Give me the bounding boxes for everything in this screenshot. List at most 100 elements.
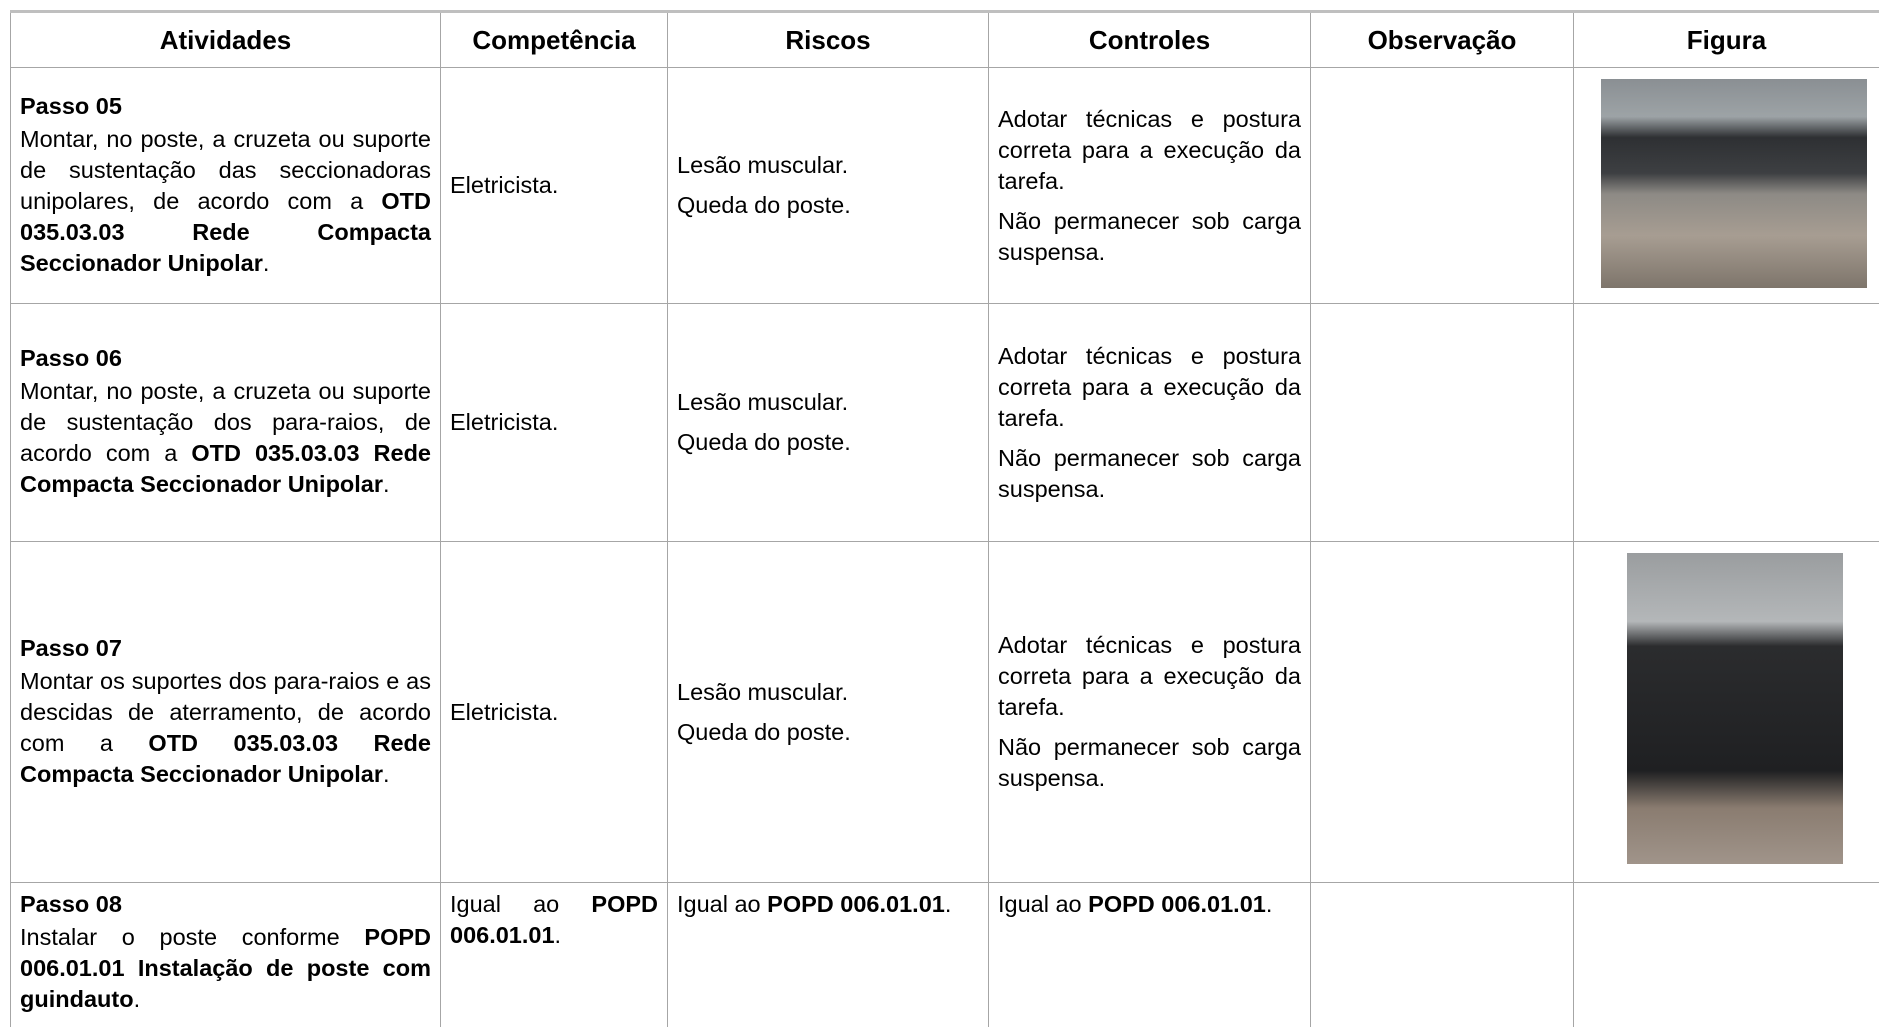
text: . [944, 891, 952, 917]
text: Igual ao [998, 891, 1089, 917]
table-cell: Lesão muscular. Queda do poste. [667, 67, 989, 304]
procedure-table: Atividades Competência Riscos Controles Obse… [10, 10, 1879, 1027]
text: Adotar técnicas e postura correta para a… [998, 632, 1301, 720]
text: . [383, 471, 390, 497]
text: . [383, 760, 390, 787]
table-cell [1310, 882, 1574, 1027]
header-row: Atividades Competência Riscos Controles Obse… [10, 10, 1879, 68]
bold-text: OTD 035.03.03 Rede Compacta Seccionador … [20, 440, 431, 497]
column-header: Riscos [667, 10, 989, 68]
paragraph: Passo 06 [20, 343, 431, 374]
bold-text: Passo 05 [20, 92, 122, 119]
text: Montar, no poste, a cruzeta ou suporte d… [20, 378, 431, 466]
paragraph: Montar, no poste, a cruzeta ou suporte d… [20, 376, 431, 500]
text: Adotar técnicas e postura correta para a… [998, 342, 1301, 431]
text: Lesão muscular. [677, 389, 849, 415]
figure-photo [1627, 553, 1843, 864]
bold-text: POPD 006.01.01 [767, 891, 945, 917]
text: Montar, no poste, a cruzeta ou suporte d… [20, 125, 431, 214]
bold-text: OTD 035.03.03 Rede Compacta Seccionador … [20, 729, 431, 787]
table-cell: Igual ao POPD 006.01.01. [440, 882, 668, 1027]
table-cell: Adotar técnicas e postura correta para a… [988, 303, 1311, 542]
text: . [554, 922, 562, 948]
table-cell: Igual ao POPD 006.01.01. [988, 882, 1311, 1027]
figure-photo [1601, 79, 1867, 288]
column-header: Atividades [10, 10, 441, 68]
table-cell: Passo 06 Montar, no poste, a cruzeta ou s… [10, 303, 441, 542]
text: Instalar o poste conforme [20, 924, 365, 950]
text: Eletricista. [450, 698, 559, 725]
paragraph: Lesão muscular. [677, 387, 979, 418]
text: Lesão muscular. [677, 678, 849, 705]
table-cell: Eletricista. [440, 303, 668, 542]
text: . [133, 986, 141, 1012]
paragraph: Igual ao POPD 006.01.01. [998, 889, 1301, 920]
text: . [262, 249, 270, 276]
paragraph: Adotar técnicas e postura correta para a… [998, 341, 1301, 434]
column-header: Controles [988, 10, 1311, 68]
bold-text: POPD 006.01.01 Instalação de poste com g… [20, 924, 431, 1012]
text: Não permanecer sob carga suspensa. [998, 207, 1301, 265]
table-cell: Lesão muscular. Queda do poste. [667, 541, 989, 883]
paragraph: Igual ao POPD 006.01.01. [677, 889, 979, 920]
table-cell [1310, 67, 1574, 304]
text: Adotar técnicas e postura correta para a… [998, 105, 1301, 194]
paragraph: Passo 08 [20, 889, 431, 920]
text: . [1265, 891, 1273, 917]
text: Não permanecer sob carga suspensa. [998, 734, 1301, 791]
bold-text: POPD 006.01.01 [1088, 891, 1266, 917]
text: Eletricista. [450, 409, 559, 435]
paragraph: Instalar o poste conforme POPD 006.01.01… [20, 922, 431, 1015]
text: Queda do poste. [677, 429, 851, 455]
text: Eletricista. [450, 172, 559, 198]
table-cell: Lesão muscular. Queda do poste. [667, 303, 989, 542]
bold-text: Passo 07 [20, 634, 122, 661]
table-cell: Adotar técnicas e postura correta para a… [988, 541, 1311, 883]
column-header: Figura [1573, 10, 1879, 68]
paragraph: Não permanecer sob carga suspensa. [998, 443, 1301, 505]
table-cell [1310, 541, 1574, 883]
table-row: Passo 08 Instalar o poste conforme POPD 0… [10, 882, 1879, 1027]
table-cell: Eletricista. [440, 541, 668, 883]
paragraph: Montar os suportes dos para-raios e as d… [20, 666, 431, 790]
paragraph: Montar, no poste, a cruzeta ou suporte d… [20, 124, 431, 279]
text: Igual ao [677, 891, 768, 917]
table-body: Passo 05 Montar, no poste, a cruzeta ou s… [10, 67, 1879, 1027]
table-cell: Passo 05 Montar, no poste, a cruzeta ou s… [10, 67, 441, 304]
table-cell: Passo 07 Montar os suportes dos para-raio… [10, 541, 441, 883]
paragraph: Adotar técnicas e postura correta para a… [998, 104, 1301, 197]
paragraph: Passo 05 [20, 91, 431, 122]
text: Lesão muscular. [677, 152, 849, 178]
paragraph: Adotar técnicas e postura correta para a… [998, 630, 1301, 723]
paragraph: Passo 07 [20, 633, 431, 664]
text: Igual ao [450, 891, 592, 917]
paragraph: Igual ao POPD 006.01.01. [450, 889, 658, 951]
bold-text: Passo 08 [20, 891, 122, 917]
paragraph: Eletricista. [450, 407, 658, 438]
table-cell: Igual ao POPD 006.01.01. [667, 882, 989, 1027]
table-row: Passo 07 Montar os suportes dos para-raio… [10, 541, 1879, 883]
column-header: Competência [440, 10, 668, 68]
table-row: Passo 06 Montar, no poste, a cruzeta ou s… [10, 303, 1879, 542]
table-cell: Adotar técnicas e postura correta para a… [988, 67, 1311, 304]
paragraph: Queda do poste. [677, 717, 979, 748]
paragraph: Não permanecer sob carga suspensa. [998, 206, 1301, 268]
paragraph: Não permanecer sob carga suspensa. [998, 732, 1301, 794]
paragraph: Lesão muscular. [677, 677, 979, 708]
bold-text: POPD 006.01.01 [450, 891, 658, 948]
table-cell [1573, 303, 1879, 542]
text: Montar os suportes dos para-raios e as d… [20, 667, 431, 756]
column-header: Observação [1310, 10, 1574, 68]
text: Queda do poste. [677, 192, 851, 218]
text: Queda do poste. [677, 718, 851, 745]
text: Não permanecer sob carga suspensa. [998, 444, 1301, 502]
bold-text: OTD 035.03.03 Rede Compacta Seccionador … [20, 187, 431, 276]
table-cell [1573, 882, 1879, 1027]
table-row: Passo 05 Montar, no poste, a cruzeta ou s… [10, 67, 1879, 304]
paragraph: Lesão muscular. [677, 150, 979, 181]
table-cell [1310, 303, 1574, 542]
paragraph: Queda do poste. [677, 190, 979, 221]
paragraph: Queda do poste. [677, 427, 979, 458]
paragraph: Eletricista. [450, 697, 658, 728]
